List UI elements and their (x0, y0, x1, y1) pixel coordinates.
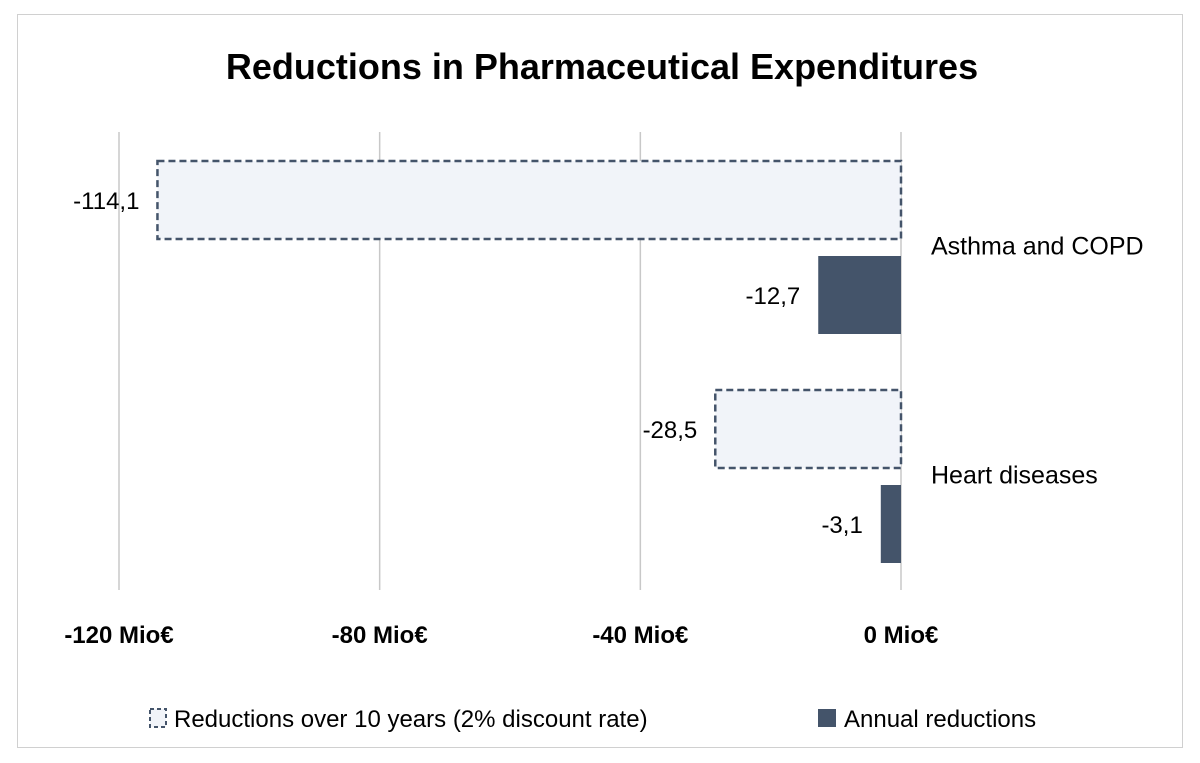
bar (714, 388, 903, 470)
category-labels: Asthma and COPD Heart diseases (931, 233, 1144, 490)
bar (156, 159, 903, 241)
x-tick-label: -120 Mio€ (64, 622, 173, 649)
chart-title: Reductions in Pharmaceutical Expenditure… (226, 46, 978, 87)
x-tick-label: -80 Mio€ (332, 622, 428, 649)
chart-frame (17, 14, 1183, 748)
bar (880, 485, 901, 563)
legend-label-annual-reductions: Annual reductions (844, 706, 1036, 733)
data-label: -3,1 (821, 512, 862, 539)
legend-label-reductions-over-10-years: Reductions over 10 years (2% discount ra… (174, 706, 648, 733)
x-tick-label: 0 Mio€ (864, 622, 939, 649)
x-tick-label: -40 Mio€ (592, 622, 688, 649)
bar (818, 256, 901, 334)
category-label: Heart diseases (931, 462, 1098, 490)
data-labels: -114,1 -12,7 -28,5 -3,1 (73, 188, 863, 539)
legend-swatch-annual-reductions (818, 709, 836, 727)
bars (156, 159, 903, 563)
category-label: Asthma and COPD (931, 233, 1144, 261)
legend: Reductions over 10 years (2% discount ra… (149, 706, 1036, 733)
legend-swatch-reductions-over-10-years (149, 708, 167, 728)
data-label: -28,5 (643, 417, 698, 444)
data-label: -12,7 (746, 283, 801, 310)
data-label: -114,1 (73, 188, 139, 215)
x-axis-ticks: -120 Mio€ -80 Mio€ -40 Mio€ 0 Mio€ (64, 622, 938, 649)
